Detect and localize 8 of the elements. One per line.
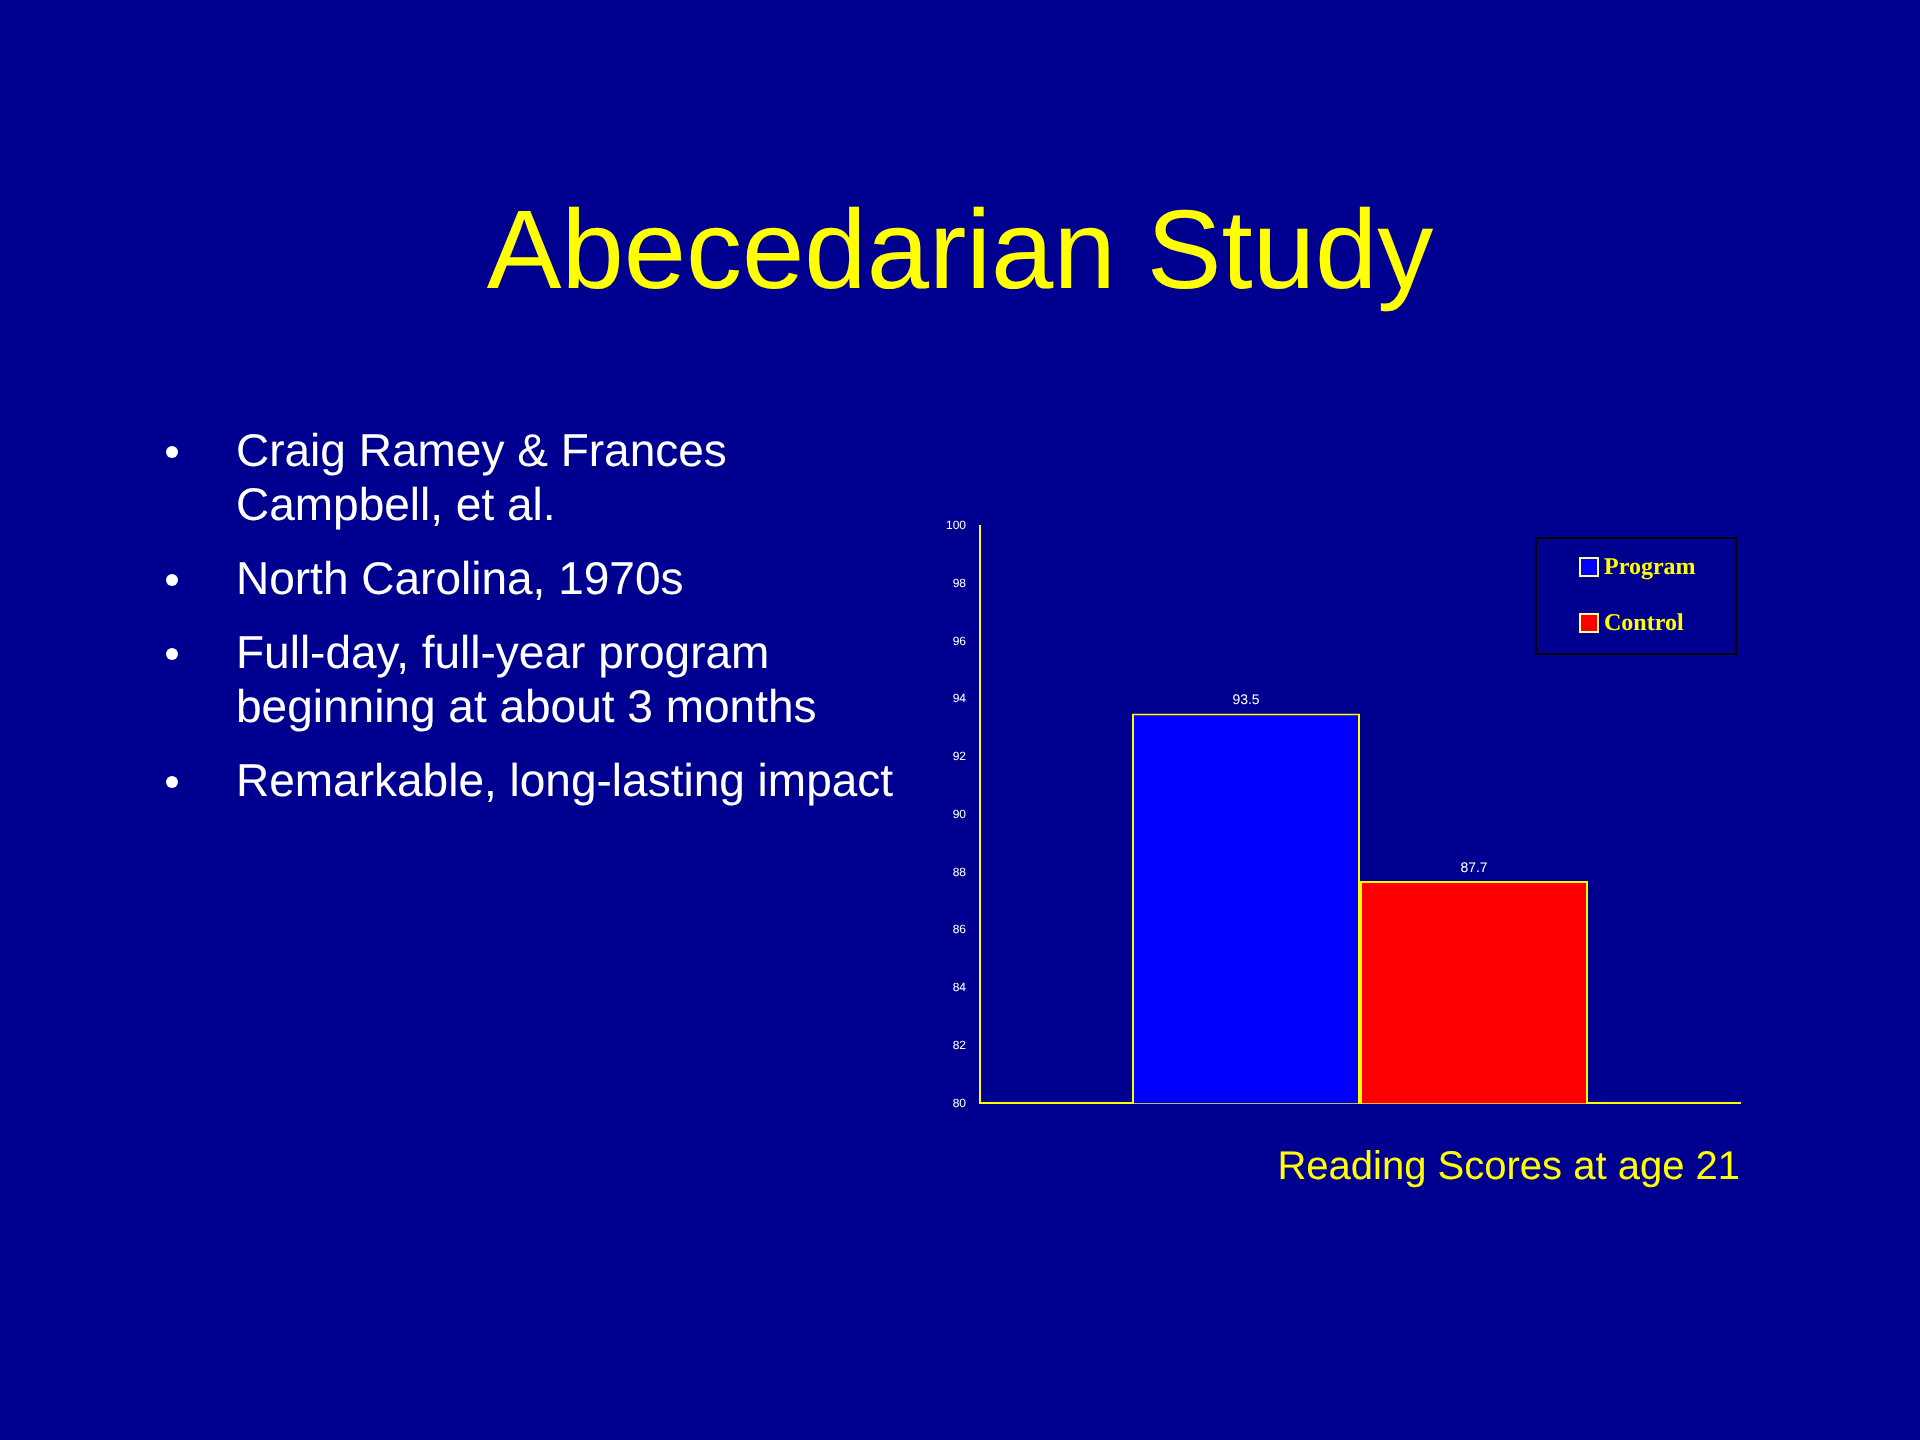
text: Remarkable, long-lasting impact xyxy=(234,754,896,808)
chart-title: Abecedarian Study xyxy=(484,184,1436,314)
text: North Carolina, 1970s xyxy=(234,552,686,606)
legend-label: Program xyxy=(1604,552,1696,581)
text: Craig Ramey & Frances Campbell, et al. xyxy=(234,424,729,532)
x-axis-title: Reading Scores at age 21 xyxy=(1277,1145,1740,1190)
text: Full-day, full-year program beginning at about 3 months xyxy=(234,626,819,734)
legend-label: Control xyxy=(1604,608,1685,637)
